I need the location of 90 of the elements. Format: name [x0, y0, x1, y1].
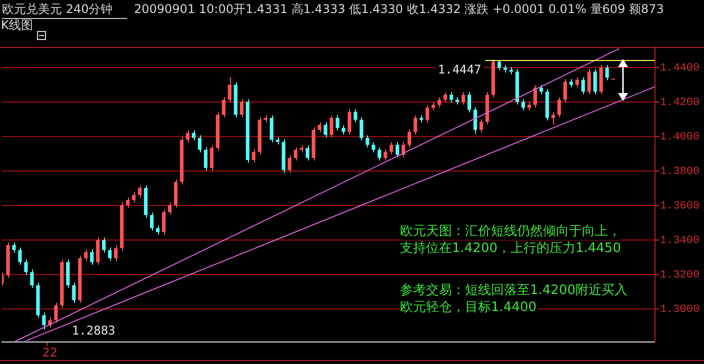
- candlestick: [270, 114, 274, 143]
- candlestick: [102, 236, 106, 254]
- candlestick: [563, 78, 567, 103]
- candlestick: [444, 92, 448, 103]
- candlestick: [306, 144, 310, 162]
- candlestick: [384, 148, 388, 162]
- candlestick: [138, 184, 142, 198]
- candlestick: [318, 122, 322, 133]
- y-tick-label: 1.3800: [660, 166, 700, 178]
- candlestick: [150, 212, 154, 232]
- candlestick: [467, 92, 472, 113]
- candlestick: [426, 104, 430, 123]
- candlestick: [450, 92, 454, 103]
- candlestick: [168, 202, 172, 216]
- candlestick: [66, 259, 70, 288]
- text: K线图: [1, 17, 33, 34]
- candlestick: [533, 84, 537, 108]
- candlestick: [438, 96, 442, 108]
- candlestick: [18, 246, 22, 266]
- candlestick: [324, 122, 328, 138]
- candlestick: [479, 118, 484, 133]
- candlestick: [575, 76, 579, 88]
- candlestick: [342, 124, 346, 135]
- candlestick: [354, 108, 358, 123]
- y-tick-label: 1.3200: [660, 270, 700, 282]
- candlestick: [360, 116, 364, 142]
- candlestick: [605, 64, 609, 81]
- candlestick: [90, 249, 94, 266]
- candlestick: [252, 148, 256, 164]
- ref-line-label: 1.4447: [438, 62, 482, 77]
- candlestick: [521, 98, 525, 111]
- candlestick: [461, 92, 466, 105]
- candlestick: [497, 60, 502, 71]
- candlestick: [587, 68, 591, 95]
- candlestick: [557, 96, 561, 118]
- candlestick: [581, 76, 585, 95]
- candlestick: [186, 130, 190, 143]
- y-tick-label: 1.3600: [660, 200, 700, 213]
- candlestick: [222, 96, 226, 118]
- candlestick: [288, 154, 292, 174]
- candlestick: [54, 302, 58, 324]
- candlestick: [126, 196, 130, 208]
- candlestick: [174, 178, 178, 208]
- candlestick: [132, 192, 136, 204]
- candlestick: [162, 209, 166, 236]
- annotation: 1.2883: [72, 324, 116, 338]
- candlestick: [599, 64, 603, 95]
- x-tick-label: 22: [42, 345, 58, 360]
- y-tick-label: 1.3400: [660, 235, 700, 248]
- y-tick-label: 1.4200: [660, 97, 700, 110]
- candlestick: [539, 84, 543, 95]
- candlestick: [336, 114, 340, 131]
- candlestick: [108, 246, 112, 262]
- annotation: 参考交易：短线回落至1.4200附近买入: [400, 283, 628, 299]
- chart-title: 欧元兑美元 240分钟: [2, 1, 127, 19]
- candlestick: [378, 146, 382, 162]
- annotation: 欧元天图：汇价短线仍然倾向于向上，: [400, 224, 621, 240]
- candlestick: [204, 146, 208, 172]
- candlestick: [408, 128, 412, 148]
- y-tick-label: 1.4400: [660, 62, 700, 75]
- candlestick: [12, 242, 16, 254]
- candlestick: [198, 134, 202, 153]
- candlestick: [593, 68, 597, 95]
- candlestick: [210, 144, 214, 172]
- y-tick-label: 1.4000: [660, 132, 700, 144]
- candlestick: [396, 142, 400, 158]
- candlestick: [24, 259, 28, 276]
- candlestick: [551, 112, 555, 126]
- candlestick: [84, 249, 88, 262]
- candlestick: [473, 106, 478, 134]
- candlestick: [72, 282, 76, 304]
- candlestick: [330, 114, 334, 138]
- candlestick: [42, 312, 46, 330]
- candlestick: [114, 245, 118, 262]
- candlestick: [348, 108, 352, 135]
- candlestick: [96, 236, 100, 266]
- candlestick: [240, 98, 244, 118]
- y-tick-label: 1.3000: [660, 304, 700, 316]
- candlestick: [390, 142, 394, 155]
- candlestick: [372, 142, 376, 153]
- candlestick: [294, 146, 298, 162]
- candlestick: [30, 269, 34, 288]
- candlestick: [366, 134, 370, 148]
- candlestick: [156, 225, 160, 236]
- annotation: 支持位在1.4200，上行的压力1.4450: [400, 241, 621, 257]
- candlestick: [228, 76, 232, 103]
- chart-subtitle: 20090901 10:00开1.4331 高1.4333 低1.4330 收1.4332 涨跌 +0.0001 0.01% 量609 额873: [134, 1, 664, 18]
- candlestick: [192, 130, 196, 142]
- annotation: 欧元轻仓，目标1.4400: [400, 300, 536, 316]
- candlestick: [414, 114, 418, 135]
